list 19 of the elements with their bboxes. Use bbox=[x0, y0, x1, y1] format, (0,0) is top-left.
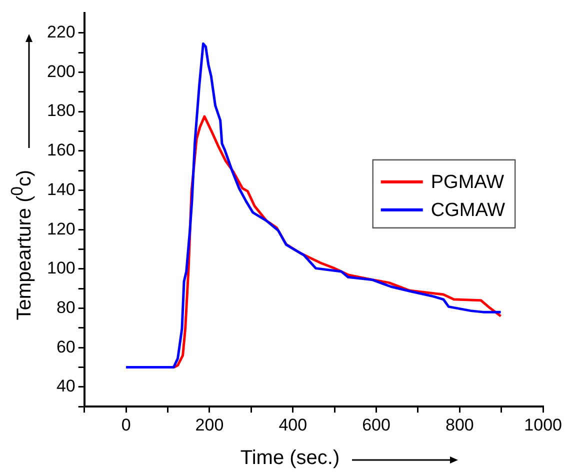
y-tick-label: 220 bbox=[46, 22, 76, 42]
y-tick-label: 80 bbox=[56, 298, 76, 317]
y-tick-label: 100 bbox=[46, 258, 76, 278]
y-tick-label: 140 bbox=[46, 180, 76, 199]
y-tick-label: 160 bbox=[46, 140, 76, 160]
y-tick-label: 60 bbox=[56, 337, 76, 356]
legend-label: CGMAW bbox=[430, 200, 506, 222]
x-tick-label: 0 bbox=[121, 415, 131, 434]
x-tick-label: 600 bbox=[362, 415, 390, 434]
x-tick-label: 200 bbox=[195, 415, 224, 434]
x-tick-label: 400 bbox=[278, 415, 308, 434]
x-tick-label: 1000 bbox=[524, 415, 562, 434]
y-tick-label: 40 bbox=[56, 376, 76, 396]
y-tick-label: 200 bbox=[46, 62, 76, 81]
x-axis-title: Time (sec.) bbox=[240, 447, 340, 470]
y-tick-label: 120 bbox=[46, 219, 76, 238]
legend-label: PGMAW bbox=[430, 172, 504, 194]
x-tick-label: 800 bbox=[446, 415, 474, 434]
y-tick-label: 180 bbox=[46, 101, 76, 120]
